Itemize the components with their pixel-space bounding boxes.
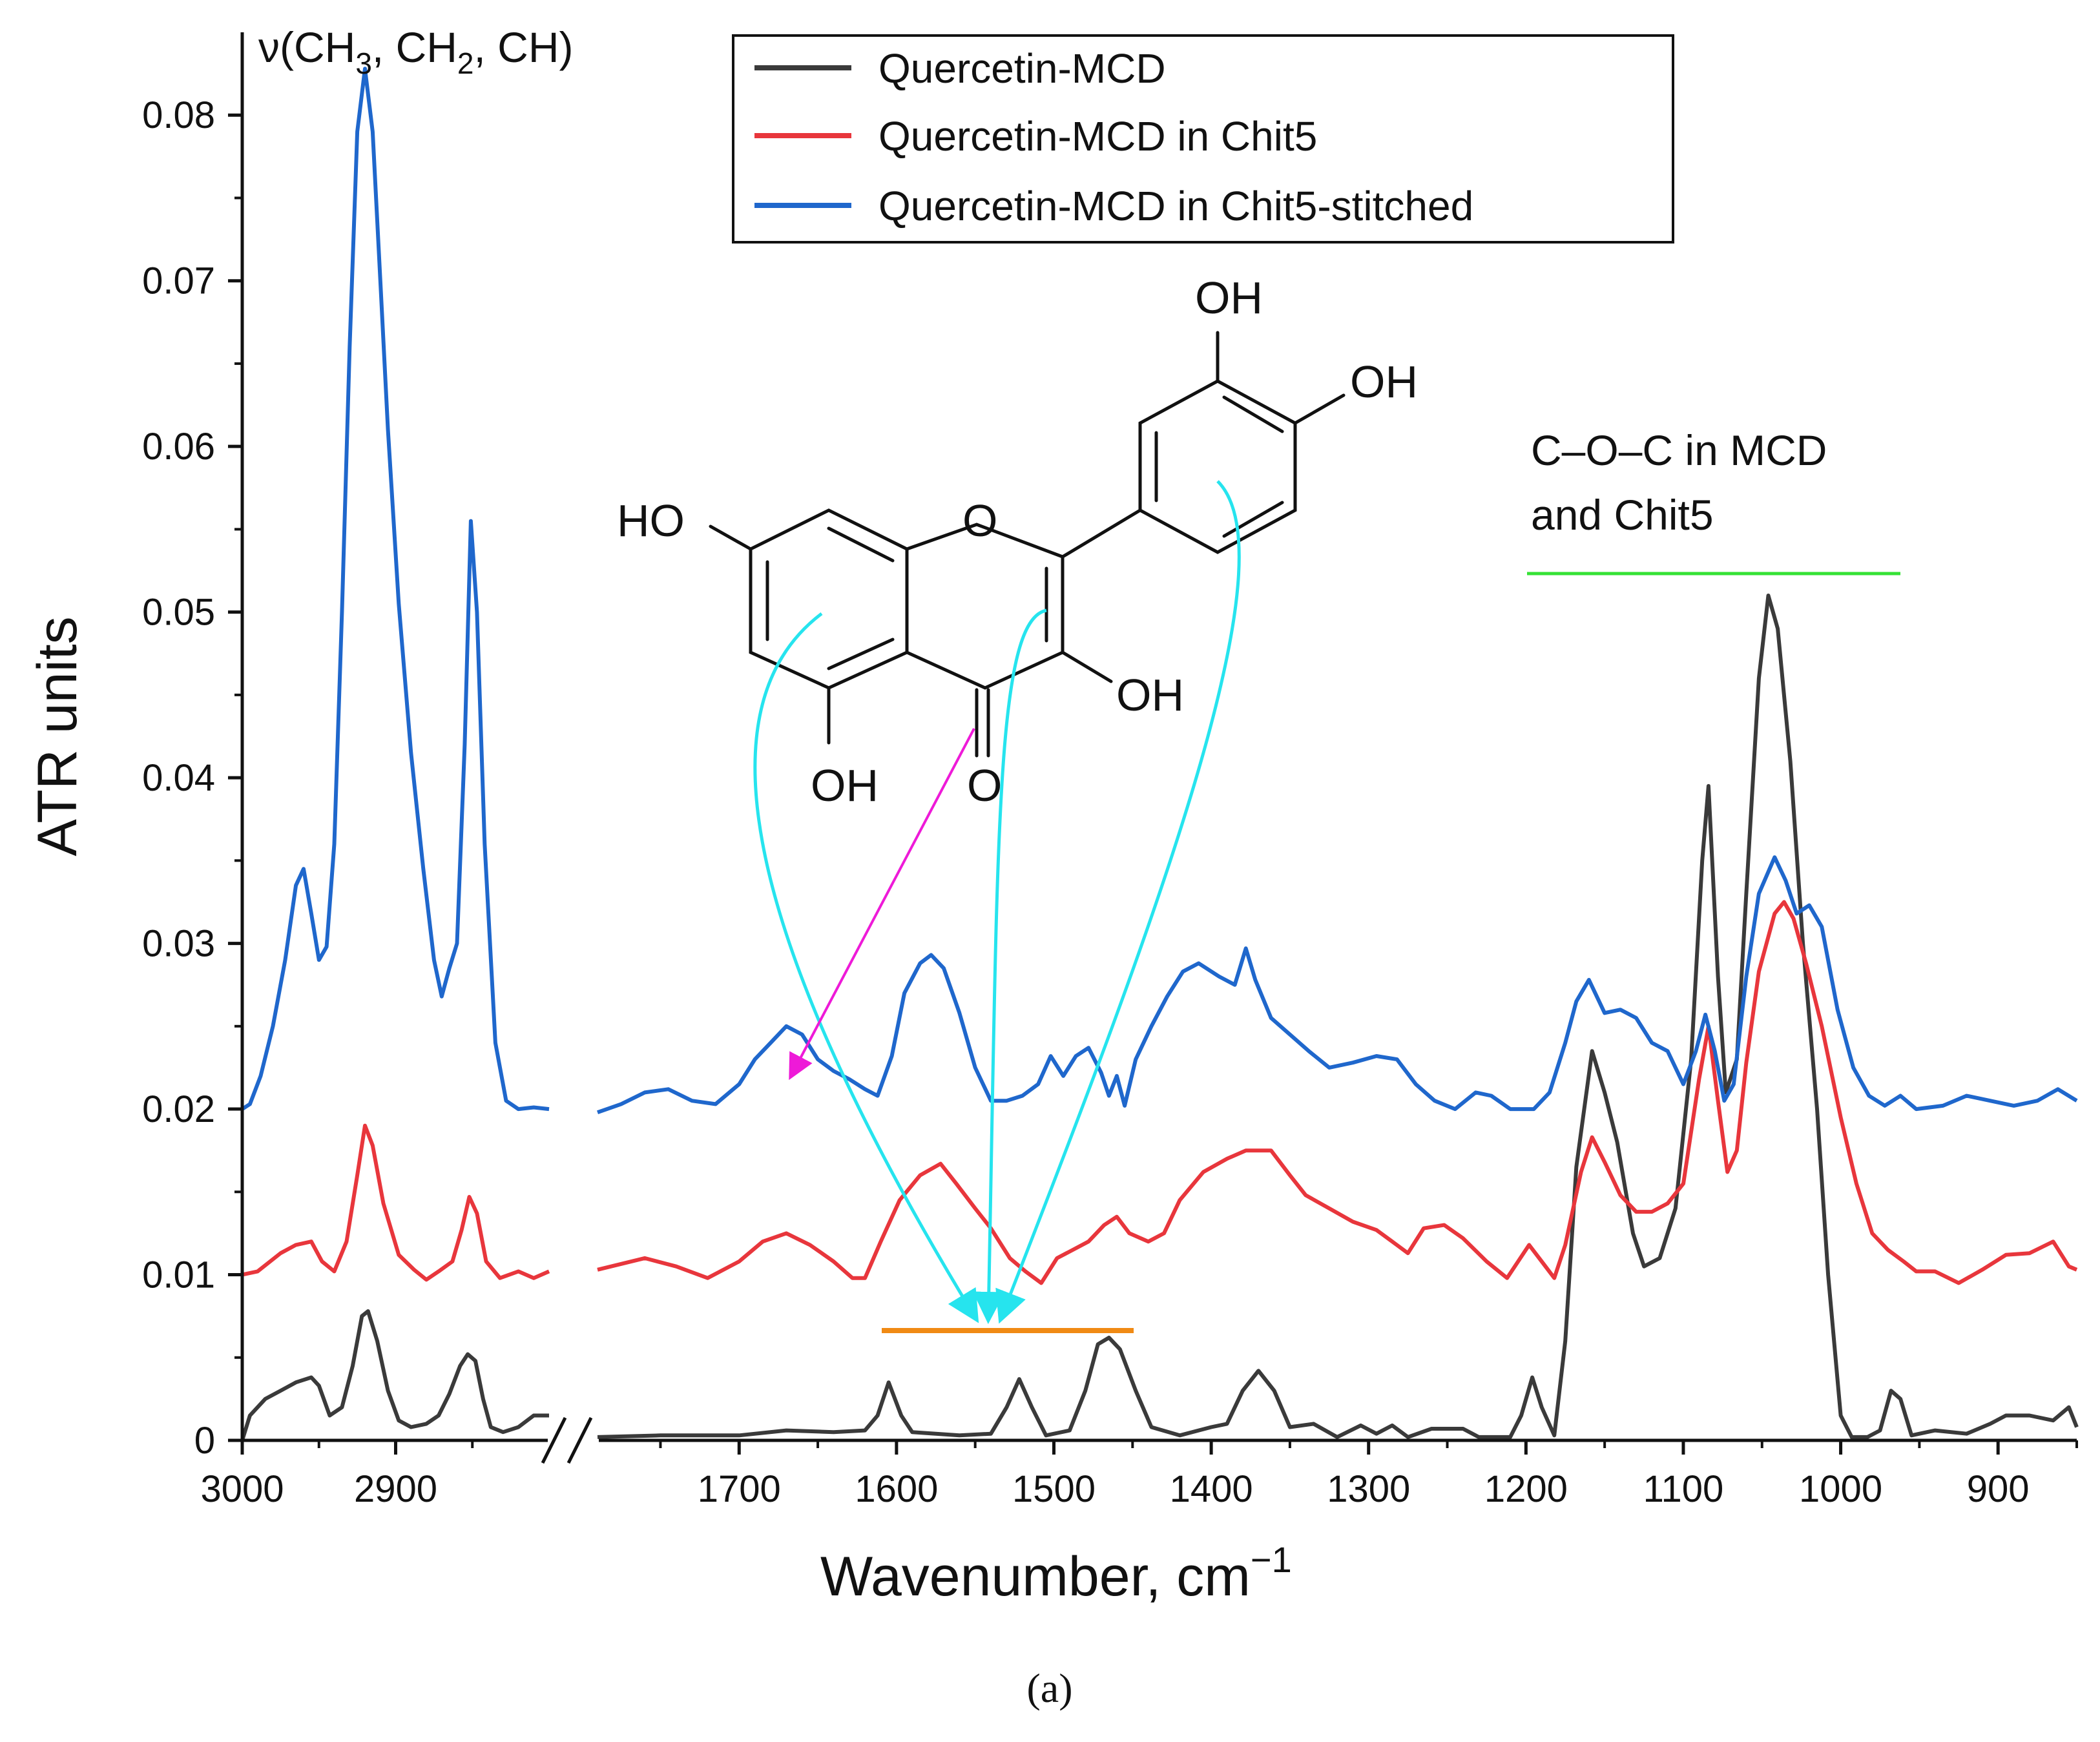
y-tick-label: 0.01	[142, 1254, 215, 1296]
ring-a	[749, 508, 909, 690]
x-tick-label: 1500	[1012, 1468, 1096, 1510]
y-tick-label: 0.06	[142, 426, 215, 468]
coc-annotation-line2: and Chit5	[1531, 491, 1714, 539]
ring-b	[1138, 379, 1297, 554]
label-ring-o: O	[962, 495, 997, 546]
x-tick-label: 3000	[200, 1468, 284, 1510]
series-line-1-segment-2	[597, 594, 2079, 1439]
figure-caption: (a)	[1026, 1665, 1072, 1711]
cyan-arrow-ring-c	[972, 608, 1047, 1324]
label-ho-left: HO	[617, 495, 685, 546]
carbonyl-bond	[975, 688, 990, 758]
axis-break-mark-2	[567, 1416, 593, 1464]
y-tick-label: 0.03	[142, 923, 215, 965]
series-line-2-segment-1	[242, 1123, 550, 1282]
y-tick-label: 0.05	[142, 592, 215, 634]
quercetin-labels: HO O OH OH OH OH O	[617, 273, 1418, 811]
legend-label-2: Quercetin-MCD in Chit5	[878, 113, 1317, 160]
b-ring-link	[1061, 508, 1142, 559]
cyan-arrows	[753, 480, 1241, 1324]
x-tick-label: 1000	[1799, 1468, 1882, 1510]
series-layer	[240, 67, 2079, 1441]
label-oh-bottom: OH	[811, 760, 878, 811]
series-line-1-segment-1	[240, 1309, 549, 1441]
cyan-arrow-ring-b	[995, 480, 1241, 1324]
quercetin-structure	[709, 331, 1346, 758]
coc-annotation-line1: C–O–C in MCD	[1531, 426, 1827, 474]
cyan-arrow-ring-a	[753, 612, 979, 1323]
x-tick-label: 1100	[1643, 1468, 1724, 1510]
label-oh-top: OH	[1195, 273, 1263, 323]
legend-label-3: Quercetin-MCD in Chit5-stitched	[878, 183, 1473, 229]
x-tick-label: 2900	[354, 1468, 437, 1510]
ch-stretch-annotation: ν(CH3, CH2, CH)	[258, 23, 573, 80]
x-tick-label: 1600	[855, 1468, 938, 1510]
legend-box	[732, 34, 1674, 244]
x-tick-label: 1300	[1327, 1468, 1410, 1510]
axes: 0 0.01 0.02 0.03 0.04 0.05 0.06 0.07 0.08 3000 290…	[142, 32, 2078, 1510]
x-tick-label: 900	[1967, 1468, 2030, 1510]
y-tick-label: 0.04	[142, 757, 215, 799]
series-line-3-segment-1	[241, 67, 550, 1112]
y-tick-label: 0.07	[142, 260, 215, 302]
legend-label-1: Quercetin-MCD	[878, 45, 1166, 92]
series-line-2-segment-2	[597, 900, 2078, 1285]
label-carbonyl-o: O	[967, 760, 1002, 811]
series-line-3-segment-2	[597, 855, 2078, 1115]
ring-b-double-bonds	[1154, 395, 1284, 538]
y-tick-label: 0.02	[142, 1088, 215, 1130]
label-oh-mid: OH	[1116, 670, 1184, 720]
ring-c	[905, 523, 1065, 690]
y-tick-label: 0	[194, 1420, 215, 1462]
oh-bonds	[709, 331, 1346, 745]
x-tick-label: 1700	[698, 1468, 781, 1510]
magenta-arrow	[789, 728, 975, 1081]
label-oh-right: OH	[1350, 357, 1418, 407]
legend: Quercetin-MCD Quercetin-MCD in Chit5 Que…	[732, 34, 1674, 244]
y-axis-title: ATR units	[26, 616, 88, 856]
x-axis-title: Wavenumber, cm−1	[820, 1539, 1292, 1608]
axis-break-mark-1	[541, 1416, 567, 1464]
x-tick-label: 1400	[1170, 1468, 1253, 1510]
y-tick-label: 0.08	[142, 94, 215, 136]
x-tick-label: 1200	[1484, 1468, 1568, 1510]
ring-a-double-bonds	[765, 526, 895, 670]
